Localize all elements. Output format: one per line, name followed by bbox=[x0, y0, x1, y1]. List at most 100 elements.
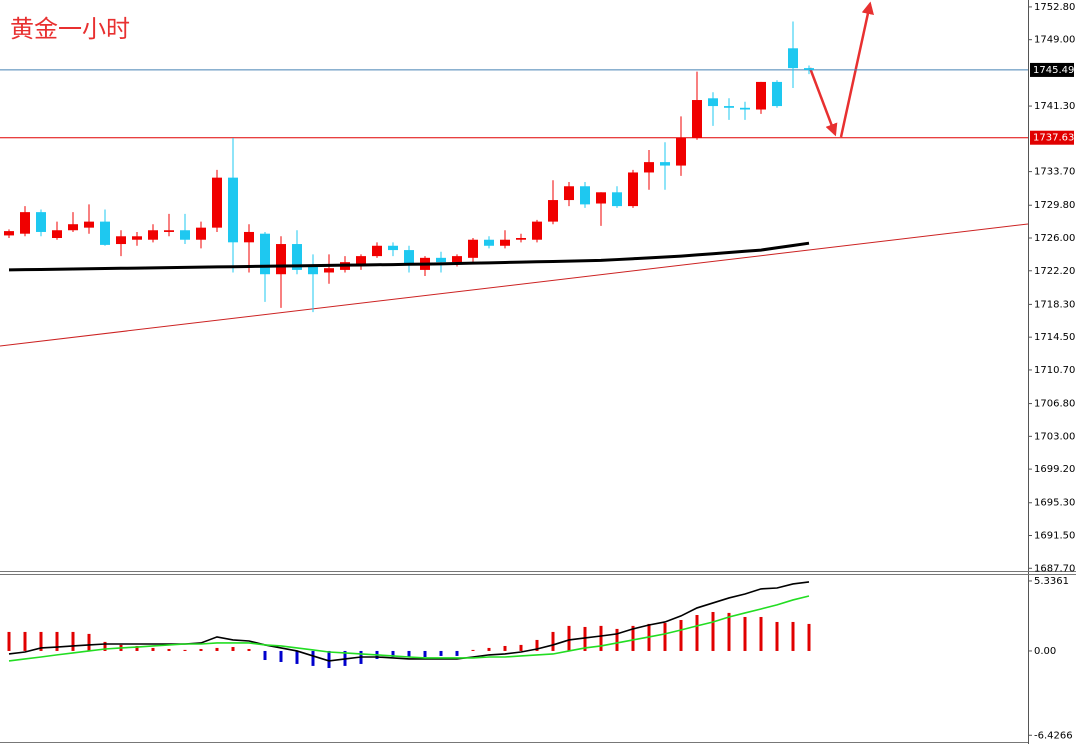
histogram-bar bbox=[535, 639, 539, 651]
candle-body bbox=[196, 227, 206, 240]
histogram-bar bbox=[231, 647, 235, 651]
candle-body bbox=[84, 221, 94, 228]
candle-body bbox=[132, 236, 142, 240]
histogram-bar bbox=[471, 649, 475, 651]
histogram-bar bbox=[695, 615, 699, 651]
y-tick-label: 0.00 bbox=[1034, 646, 1056, 657]
histogram-bar bbox=[39, 631, 43, 651]
histogram-bar bbox=[615, 628, 619, 651]
histogram-bar bbox=[87, 633, 91, 651]
candle-body bbox=[292, 244, 302, 270]
histogram-bar bbox=[679, 619, 683, 651]
price-label: 1745.49 bbox=[1033, 65, 1074, 76]
candle-body bbox=[724, 106, 734, 108]
candle-body bbox=[516, 238, 526, 240]
y-tick-label: 1706.80 bbox=[1034, 399, 1075, 410]
y-tick-label: 1733.70 bbox=[1034, 167, 1075, 178]
histogram-bar bbox=[711, 611, 715, 651]
y-tick-label: -6.4266 bbox=[1034, 730, 1073, 741]
moving-average bbox=[8, 241, 810, 272]
candle-body bbox=[36, 212, 46, 232]
candle-body bbox=[708, 98, 718, 107]
macd-line bbox=[8, 595, 810, 662]
candle-body bbox=[788, 48, 798, 69]
candle-body bbox=[308, 266, 318, 275]
arrow bbox=[808, 67, 838, 137]
histogram-bar bbox=[7, 631, 11, 651]
candle-body bbox=[628, 172, 638, 207]
histogram-bar bbox=[311, 650, 315, 666]
candle-body bbox=[100, 221, 110, 245]
candle-body bbox=[180, 230, 190, 240]
candle-body bbox=[436, 257, 446, 263]
y-tick-label: 1687.70 bbox=[1034, 563, 1075, 574]
candle-body bbox=[276, 244, 286, 275]
candle-body bbox=[484, 239, 494, 246]
histogram-bar bbox=[407, 650, 411, 657]
histogram-bar bbox=[135, 645, 139, 651]
candle-body bbox=[4, 231, 14, 236]
candle-body bbox=[580, 186, 590, 205]
y-tick-label: 1718.30 bbox=[1034, 299, 1075, 310]
histogram-bar bbox=[743, 616, 747, 651]
candle-body bbox=[468, 239, 478, 258]
histogram-bar bbox=[391, 650, 395, 657]
chart-title: 黄金一小时 bbox=[10, 15, 130, 43]
y-tick-label: 1722.20 bbox=[1034, 266, 1075, 277]
candle-body bbox=[756, 81, 766, 110]
histogram-bar bbox=[23, 631, 27, 651]
y-tick-label: 1729.80 bbox=[1034, 200, 1075, 211]
histogram-bar bbox=[487, 647, 491, 651]
histogram-bar bbox=[631, 625, 635, 651]
histogram-bar bbox=[167, 648, 171, 651]
histogram-bar bbox=[439, 650, 443, 656]
candle-body bbox=[372, 245, 382, 257]
histogram-bar bbox=[151, 647, 155, 651]
candle-body bbox=[564, 186, 574, 201]
candle-body bbox=[548, 200, 558, 222]
y-tick-label: 1695.30 bbox=[1034, 498, 1075, 509]
histogram-bar bbox=[791, 621, 795, 651]
candle-body bbox=[612, 192, 622, 207]
histogram-bar bbox=[599, 625, 603, 651]
histogram-bar bbox=[247, 648, 251, 651]
candle-body bbox=[676, 137, 686, 166]
histogram-bar bbox=[583, 626, 587, 651]
candle-body bbox=[772, 81, 782, 107]
histogram-bar bbox=[199, 648, 203, 651]
y-tick-label: 1749.00 bbox=[1034, 35, 1075, 46]
arrow bbox=[839, 1, 874, 138]
histogram-bar bbox=[215, 647, 219, 651]
candle-body bbox=[740, 107, 750, 110]
y-tick-label: 1699.20 bbox=[1034, 464, 1075, 475]
candle-body bbox=[596, 192, 606, 204]
price-label-box bbox=[1030, 130, 1074, 145]
y-tick-label: 1710.70 bbox=[1034, 365, 1075, 376]
y-tick-label: 1691.50 bbox=[1034, 531, 1075, 542]
candle-body bbox=[20, 212, 30, 234]
histogram-bar bbox=[759, 616, 763, 651]
candle-body bbox=[692, 100, 702, 138]
histogram-bar bbox=[103, 641, 107, 651]
candle-body bbox=[500, 239, 510, 246]
histogram-bar bbox=[55, 631, 59, 651]
histogram-bar bbox=[567, 625, 571, 651]
histogram-bar bbox=[423, 650, 427, 657]
price-label: 1737.63 bbox=[1033, 133, 1074, 144]
histogram-bar bbox=[183, 649, 187, 651]
trend-line bbox=[0, 223, 1029, 347]
candle-body bbox=[212, 177, 222, 228]
candle-body bbox=[532, 221, 542, 240]
histogram-bar bbox=[71, 631, 75, 651]
histogram-bar bbox=[727, 612, 731, 651]
price-label-box bbox=[1030, 62, 1074, 77]
candle-body bbox=[244, 231, 254, 243]
histogram-bar bbox=[263, 650, 267, 661]
histogram-bar bbox=[551, 631, 555, 651]
y-tick-label: 1703.00 bbox=[1034, 431, 1075, 442]
candle-body bbox=[804, 68, 814, 70]
candle-body bbox=[388, 245, 398, 251]
candle-body bbox=[260, 233, 270, 275]
